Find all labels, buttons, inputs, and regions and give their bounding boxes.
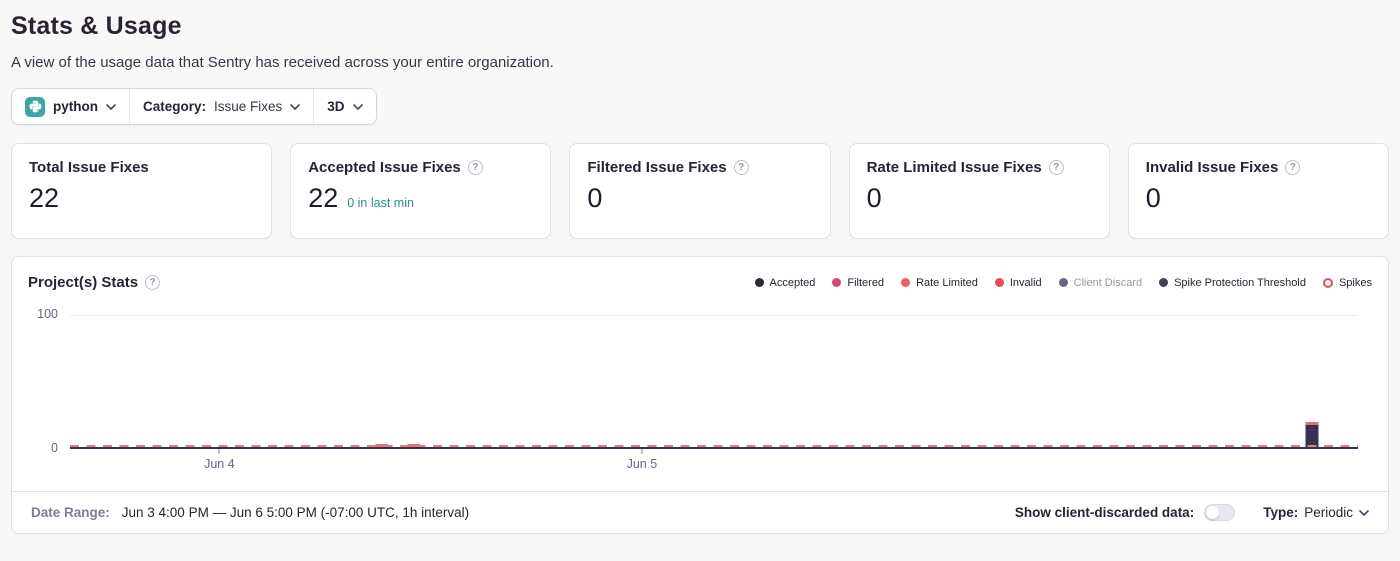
- legend-dot-icon: [832, 278, 842, 287]
- stat-card-title-text: Total Issue Fixes: [29, 159, 149, 176]
- toggle-knob: [1206, 506, 1220, 519]
- chart-body: 100 0 Jun 4 Jun 5: [37, 307, 1358, 491]
- chevron-down-icon: [106, 104, 116, 110]
- chart-plot: 100 0 Jun 4 Jun 5: [37, 307, 1358, 471]
- project-stats-panel: Project(s) Stats ? Accepted Filtered Rate …: [11, 256, 1389, 534]
- x-axis-tick-mark: [218, 449, 220, 454]
- stat-card-title-text: Accepted Issue Fixes: [308, 159, 461, 176]
- page-subtitle: A view of the usage data that Sentry has…: [11, 54, 554, 71]
- chevron-down-icon: [290, 104, 301, 110]
- chart-bar-accepted: [1305, 421, 1319, 447]
- legend-label: Accepted: [769, 276, 816, 289]
- stat-card-extra: 0 in last min: [347, 196, 414, 210]
- stat-card-title: Total Issue Fixes: [29, 159, 254, 176]
- help-icon[interactable]: ?: [145, 275, 161, 290]
- stat-card-title-text: Rate Limited Issue Fixes: [866, 159, 1042, 176]
- client-discard-toggle[interactable]: [1204, 504, 1236, 521]
- legend-item-invalid[interactable]: Invalid: [994, 276, 1042, 289]
- legend-dot-icon: [1159, 278, 1169, 287]
- python-logo-icon: [25, 96, 45, 117]
- chevron-down-icon: [352, 104, 363, 110]
- stat-card-title-text: Invalid Issue Fixes: [1145, 159, 1279, 176]
- legend-label: Spikes: [1338, 276, 1372, 289]
- page-title: Stats & Usage: [11, 12, 182, 40]
- legend-item-spike-protection-threshold[interactable]: Spike Protection Threshold: [1159, 277, 1306, 289]
- legend-dot-icon: [1058, 278, 1068, 287]
- stat-card-filtered: Filtered Issue Fixes ? 0: [569, 143, 831, 239]
- date-range-value: Jun 3 4:00 PM — Jun 6 5:00 PM (-07:00 UT…: [121, 505, 470, 520]
- stats-usage-page: Stats & Usage A view of the usage data t…: [11, 12, 1389, 534]
- legend-item-filtered[interactable]: Filtered: [832, 277, 884, 289]
- legend-dot-icon: [1322, 277, 1333, 288]
- legend-item-accepted[interactable]: Accepted: [754, 276, 816, 289]
- chart-title-wrap: Project(s) Stats ?: [28, 274, 161, 291]
- chart-footer: Date Range: Jun 3 4:00 PM — Jun 6 5:00 P…: [12, 491, 1388, 533]
- legend-label: Invalid: [1009, 276, 1042, 289]
- type-value: Periodic: [1304, 505, 1353, 520]
- x-axis-tick-mark: [641, 449, 643, 454]
- stat-card-value: 0: [1146, 183, 1371, 214]
- stat-card-title: Filtered Issue Fixes ?: [587, 159, 812, 176]
- chart-legend: Accepted Filtered Rate Limited Invalid Clien…: [754, 276, 1372, 289]
- stat-card-title-text: Filtered Issue Fixes: [587, 159, 727, 176]
- stat-card-total: Total Issue Fixes 22: [11, 143, 273, 239]
- stat-card-title: Rate Limited Issue Fixes ?: [867, 159, 1092, 176]
- legend-dot-icon: [901, 278, 911, 287]
- legend-item-rate-limited[interactable]: Rate Limited: [901, 277, 978, 289]
- legend-label: Filtered: [847, 276, 885, 289]
- help-icon[interactable]: ?: [1285, 160, 1301, 175]
- type-dropdown[interactable]: Type: Periodic: [1263, 505, 1369, 520]
- stat-card-value: 0: [867, 183, 1092, 214]
- stat-card-accepted: Accepted Issue Fixes ? 22 0 in last min: [290, 143, 552, 239]
- stat-card-value: 0: [587, 183, 812, 214]
- stat-card-title: Accepted Issue Fixes ?: [308, 159, 533, 176]
- stat-card-value-text: 22: [308, 183, 339, 213]
- client-discard-toggle-wrap: Show client-discarded data:: [1014, 504, 1236, 521]
- stat-cards-row: Total Issue Fixes 22 Accepted Issue Fixe…: [11, 143, 1389, 239]
- chart-footer-controls: Show client-discarded data: Type: Period…: [1015, 504, 1369, 521]
- category-filter-dropdown[interactable]: Category: Issue Fixes: [129, 89, 313, 124]
- chart-title: Project(s) Stats: [28, 274, 139, 291]
- stat-card-invalid: Invalid Issue Fixes ? 0: [1127, 143, 1389, 239]
- category-filter-value: Issue Fixes: [214, 99, 283, 114]
- date-range-label: Date Range:: [31, 505, 110, 520]
- stat-card-value-text: 0: [866, 183, 882, 213]
- filter-bar: python Category: Issue Fixes 3D: [11, 88, 377, 125]
- client-discard-toggle-label: Show client-discarded data:: [1014, 505, 1195, 520]
- stat-card-title: Invalid Issue Fixes ?: [1146, 159, 1371, 176]
- stat-card-value-text: 22: [29, 183, 60, 213]
- project-filter-dropdown[interactable]: python: [12, 89, 129, 124]
- date-range: Date Range: Jun 3 4:00 PM — Jun 6 5:00 P…: [31, 505, 469, 520]
- date-period-label: 3D: [327, 99, 345, 114]
- stat-card-value: 22: [29, 183, 254, 214]
- legend-item-spikes[interactable]: Spikes: [1322, 276, 1372, 289]
- help-icon[interactable]: ?: [1048, 160, 1064, 175]
- chevron-down-icon: [1359, 510, 1369, 516]
- help-icon[interactable]: ?: [467, 160, 483, 175]
- spikes-threshold-dashed-line: [70, 444, 1358, 447]
- y-axis-tick-0: 0: [51, 441, 58, 455]
- stat-card-rate-limited: Rate Limited Issue Fixes ? 0: [848, 143, 1110, 239]
- x-axis-label-area: [70, 449, 1358, 491]
- stat-card-value-text: 0: [587, 183, 603, 213]
- legend-dot-icon: [994, 278, 1004, 287]
- project-filter-label: python: [53, 99, 98, 114]
- type-label: Type:: [1263, 505, 1299, 520]
- legend-label: Rate Limited: [916, 276, 978, 289]
- category-filter-label: Category:: [143, 99, 207, 114]
- x-axis-tick-label: Jun 5: [626, 457, 658, 471]
- date-period-dropdown[interactable]: 3D: [313, 89, 375, 124]
- y-axis-tick-100: 100: [37, 307, 58, 321]
- x-axis-tick-label: Jun 4: [204, 457, 235, 471]
- legend-label: Spike Protection Threshold: [1174, 276, 1306, 289]
- legend-label: Client Discard: [1073, 276, 1143, 289]
- legend-dot-icon: [754, 278, 764, 287]
- legend-item-client-discard[interactable]: Client Discard: [1058, 276, 1143, 289]
- help-icon[interactable]: ?: [733, 160, 749, 175]
- chart-header: Project(s) Stats ? Accepted Filtered Rate …: [12, 257, 1388, 293]
- stat-card-value: 22 0 in last min: [308, 183, 533, 214]
- stat-card-value-text: 0: [1145, 183, 1161, 213]
